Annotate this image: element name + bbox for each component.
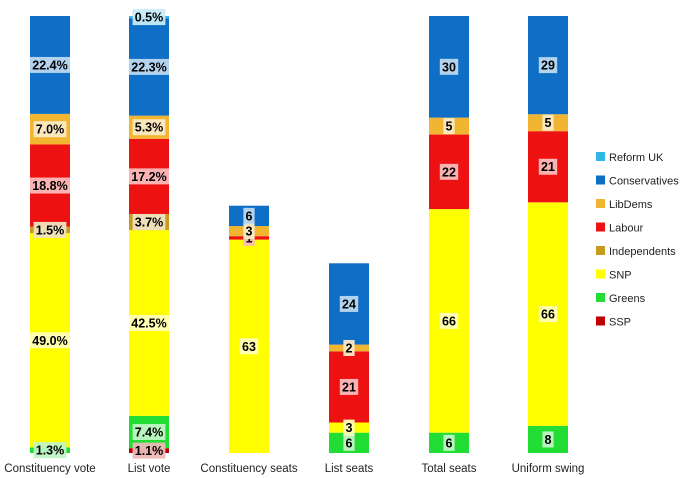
- data-label-bg: [132, 9, 166, 26]
- category-label-constituency-vote: Constituency vote: [4, 463, 95, 475]
- data-label-bg: [343, 419, 355, 436]
- data-label-bg: [129, 168, 169, 185]
- data-label-list-seats-snp: 3: [346, 421, 353, 435]
- data-label-constituency-vote-snp: 49.0%: [32, 334, 67, 348]
- legend-swatch-independents: [596, 246, 605, 255]
- data-label-list-vote-snp: 42.5%: [131, 316, 166, 330]
- data-label-uniform-swing-conservatives: 29: [541, 59, 555, 73]
- data-label-bg: [439, 58, 459, 75]
- data-label-constituency-vote-labour: 18.8%: [32, 179, 67, 193]
- data-label-bg: [30, 177, 70, 194]
- data-label-bg: [132, 214, 166, 231]
- data-label-bg: [439, 163, 459, 180]
- legend-label-greens: Greens: [609, 293, 646, 305]
- data-label-bg: [33, 121, 67, 138]
- legend: Reform UK Conservatives LibDems Labour Indep…: [596, 152, 679, 329]
- data-label-bg: [343, 434, 355, 451]
- data-label-list-vote-conservatives: 22.3%: [131, 60, 166, 74]
- data-label-constituency-seats-snp: 63: [242, 340, 256, 354]
- data-label-constituency-seats-libdems: 3: [246, 225, 253, 239]
- data-label-uniform-swing-libdems: 5: [545, 116, 552, 130]
- data-label-list-vote-labour: 17.2%: [131, 170, 166, 184]
- legend-label-ssp: SSP: [609, 317, 631, 329]
- data-label-bg: [33, 221, 67, 238]
- legend-swatch-snp: [596, 269, 605, 279]
- data-label-uniform-swing-greens: 8: [545, 433, 552, 447]
- data-label-bg: [132, 442, 166, 459]
- data-label-constituency-vote-conservatives: 22.4%: [32, 58, 67, 72]
- legend-swatch-conservatives: [596, 175, 605, 185]
- data-label-total-seats-greens: 6: [446, 436, 453, 450]
- legend-swatch-ssp: [596, 316, 605, 326]
- segment-labels-group: 1.3% 49.0% 1.5% 18.8% 7.0% 22.4% 1.1% 7.4% 42.5%…: [30, 9, 558, 459]
- data-label-bg: [542, 431, 554, 448]
- data-label-bg: [30, 332, 70, 349]
- data-label-list-vote-libdems: 5.3%: [135, 121, 164, 135]
- data-label-bg: [538, 158, 558, 175]
- data-label-bg: [443, 434, 455, 451]
- data-label-bg: [439, 312, 459, 329]
- data-label-bg: [129, 314, 169, 331]
- category-label-uniform-swing: Uniform swing: [512, 463, 585, 475]
- legend-label-reform-uk: Reform UK: [609, 152, 664, 164]
- category-labels-group: Constituency vote List vote Constituency s…: [4, 463, 584, 475]
- data-label-total-seats-conservatives: 30: [442, 60, 456, 74]
- data-label-bg: [339, 378, 359, 395]
- data-label-bg: [239, 338, 259, 355]
- legend-swatch-libdems: [596, 199, 605, 208]
- data-label-bg: [443, 118, 455, 135]
- data-label-uniform-swing-snp: 66: [541, 308, 555, 322]
- data-label-bg: [538, 306, 558, 323]
- data-label-bg: [129, 58, 169, 75]
- data-label-total-seats-labour: 22: [442, 165, 456, 179]
- data-label-constituency-vote-independents: 1.5%: [36, 223, 65, 237]
- data-label-list-vote-reform-uk: 0.5%: [135, 11, 164, 25]
- data-label-constituency-vote-libdems: 7.0%: [36, 123, 65, 137]
- data-label-bg: [33, 442, 67, 459]
- data-label-bg: [243, 207, 255, 224]
- legend-swatch-reform-uk: [596, 152, 605, 161]
- bars-group: [30, 16, 568, 453]
- data-label-bg: [132, 424, 166, 441]
- category-label-list-seats: List seats: [325, 463, 374, 475]
- data-label-list-seats-greens: 6: [346, 436, 353, 450]
- data-label-constituency-seats-conservatives: 6: [246, 209, 253, 223]
- category-label-list-vote: List vote: [128, 463, 171, 475]
- data-label-list-seats-labour: 21: [342, 380, 356, 394]
- data-label-list-vote-greens: 7.4%: [135, 426, 164, 440]
- data-label-uniform-swing-labour: 21: [541, 160, 555, 174]
- data-label-bg: [542, 114, 554, 131]
- data-label-list-seats-conservatives: 24: [342, 297, 356, 311]
- data-label-bg: [132, 119, 166, 136]
- legend-swatch-labour: [596, 222, 605, 232]
- category-label-total-seats: Total seats: [422, 463, 477, 475]
- data-label-total-seats-libdems: 5: [446, 120, 453, 134]
- data-label-bg: [243, 223, 255, 240]
- data-label-list-seats-libdems: 2: [346, 341, 353, 355]
- legend-label-libdems: LibDems: [609, 199, 653, 211]
- category-label-constituency-seats: Constituency seats: [200, 463, 297, 475]
- data-label-bg: [343, 339, 355, 356]
- legend-label-conservatives: Conservatives: [609, 176, 679, 188]
- data-label-list-vote-ssp: 1.1%: [135, 444, 164, 458]
- legend-swatch-greens: [596, 293, 605, 302]
- data-label-bg: [30, 56, 70, 73]
- data-label-list-vote-independents: 3.7%: [135, 216, 164, 230]
- legend-label-labour: Labour: [609, 223, 644, 235]
- data-label-bg: [339, 295, 359, 312]
- data-label-total-seats-snp: 66: [442, 314, 456, 328]
- data-label-constituency-vote-greens: 1.3%: [36, 444, 65, 458]
- legend-label-snp: SNP: [609, 270, 632, 282]
- legend-label-independents: Independents: [609, 246, 676, 258]
- data-label-bg: [538, 57, 558, 74]
